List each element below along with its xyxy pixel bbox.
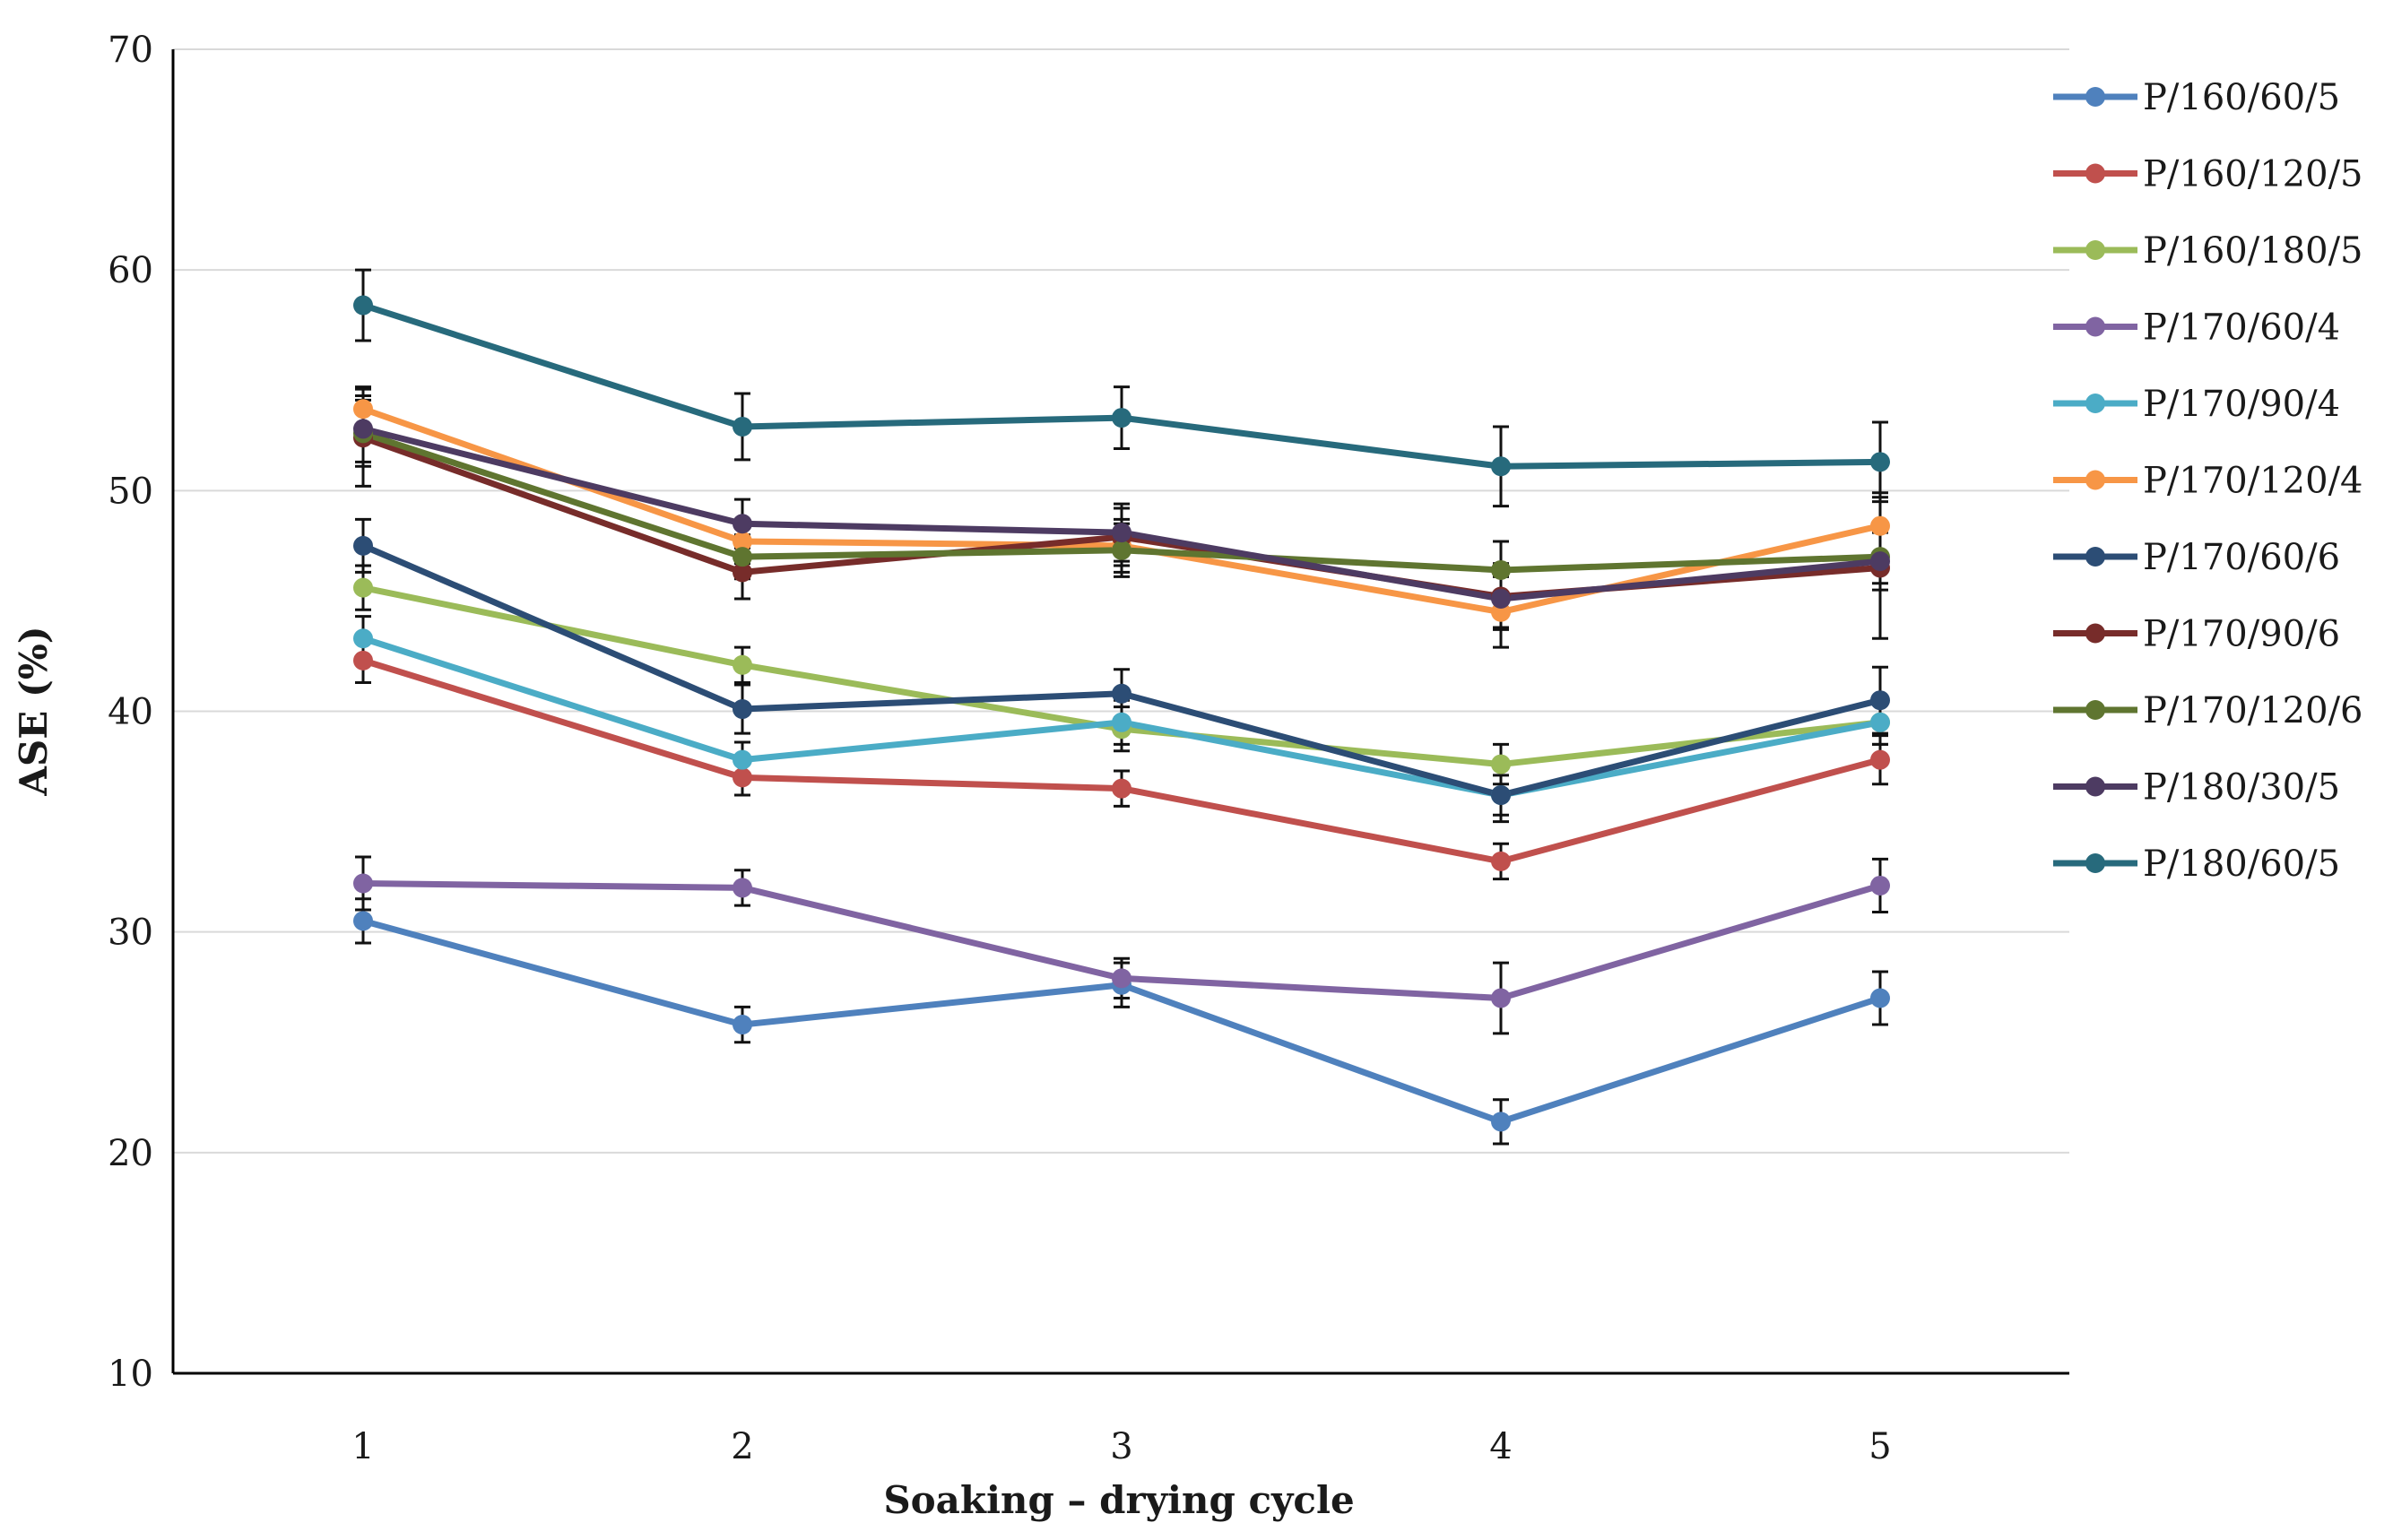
data-point-p-160-60-5-5 xyxy=(1870,988,1890,1008)
data-point-p-170-60-4-1 xyxy=(353,873,373,894)
data-point-p-180-60-5-1 xyxy=(353,295,373,316)
legend-label-p-170-120-6: P/170/120/6 xyxy=(2143,690,2363,731)
y-tick-label-50: 50 xyxy=(108,471,153,512)
data-point-p-170-90-4-3 xyxy=(1112,712,1131,732)
legend-marker-p-170-90-6 xyxy=(2085,623,2105,644)
data-point-p-170-60-4-4 xyxy=(1491,988,1511,1008)
y-tick-labels: 10 20 30 40 50 60 70 xyxy=(108,30,153,1395)
data-point-p-160-60-5-2 xyxy=(733,1015,752,1035)
y-tick-label-20: 20 xyxy=(108,1133,153,1174)
data-point-p-170-60-6-5 xyxy=(1870,690,1890,711)
legend-marker-p-170-60-4 xyxy=(2085,316,2105,337)
legend-label-p-180-60-5: P/180/60/5 xyxy=(2143,844,2340,885)
data-point-p-180-60-5-2 xyxy=(733,416,752,437)
legend-marker-p-160-120-5 xyxy=(2085,163,2105,184)
legend-label-p-170-60-4: P/170/60/4 xyxy=(2143,307,2340,349)
data-point-p-170-120-4-2 xyxy=(733,531,752,551)
data-point-p-180-60-5-5 xyxy=(1870,452,1890,472)
x-tick-label-1: 1 xyxy=(351,1426,374,1467)
data-point-p-160-120-5-4 xyxy=(1491,851,1511,871)
legend-label-p-180-30-5: P/180/30/5 xyxy=(2143,767,2340,809)
legend-marker-p-170-120-4 xyxy=(2085,470,2105,490)
x-tick-label-2: 2 xyxy=(731,1426,753,1467)
data-point-p-170-120-4-5 xyxy=(1870,515,1890,536)
y-tick-label-10: 10 xyxy=(108,1354,153,1395)
legend-label-p-170-90-6: P/170/90/6 xyxy=(2143,614,2340,655)
data-point-p-170-60-4-2 xyxy=(733,878,752,898)
data-point-p-170-90-4-5 xyxy=(1870,712,1890,732)
y-tick-label-30: 30 xyxy=(108,913,153,954)
data-point-p-170-60-4-5 xyxy=(1870,875,1890,895)
data-point-p-160-120-5-1 xyxy=(353,650,373,671)
y-tick-label-40: 40 xyxy=(108,692,153,733)
x-axis-title: Soaking – drying cycle xyxy=(883,1478,1354,1522)
data-point-p-160-60-5-1 xyxy=(353,911,373,931)
data-point-p-170-90-4-2 xyxy=(733,749,752,770)
data-point-p-180-30-5-1 xyxy=(353,419,373,439)
x-tick-labels: 1 2 3 4 5 xyxy=(351,1426,1891,1467)
data-point-p-160-180-5-1 xyxy=(353,577,373,598)
x-tick-label-3: 3 xyxy=(1110,1426,1132,1467)
legend-marker-p-180-30-5 xyxy=(2085,776,2105,797)
data-point-p-180-30-5-4 xyxy=(1491,588,1511,609)
data-point-p-170-120-6-2 xyxy=(733,547,752,567)
legend-label-p-170-120-4: P/170/120/4 xyxy=(2143,461,2363,502)
data-point-p-170-60-6-4 xyxy=(1491,785,1511,806)
data-point-p-170-90-4-1 xyxy=(353,628,373,649)
y-axis-title: ASE (%) xyxy=(12,626,56,796)
markers-layer xyxy=(353,295,1890,1132)
data-point-p-170-90-6-2 xyxy=(733,562,752,583)
legend-marker-p-180-60-5 xyxy=(2085,853,2105,873)
data-point-p-180-60-5-3 xyxy=(1112,408,1131,428)
data-point-p-170-60-6-1 xyxy=(353,535,373,556)
legend-label-p-160-120-5: P/160/120/5 xyxy=(2143,154,2363,195)
x-tick-label-4: 4 xyxy=(1489,1426,1512,1467)
data-point-p-180-30-5-5 xyxy=(1870,551,1890,572)
data-point-p-170-60-6-2 xyxy=(733,699,752,720)
data-point-p-160-180-5-4 xyxy=(1491,754,1511,774)
legend-marker-p-170-120-6 xyxy=(2085,700,2105,720)
y-tick-label-70: 70 xyxy=(108,30,153,71)
data-point-p-160-120-5-3 xyxy=(1112,778,1131,799)
legend-label-p-170-90-4: P/170/90/4 xyxy=(2143,384,2340,425)
data-point-p-180-30-5-3 xyxy=(1112,523,1131,543)
legend: P/160/60/5 P/160/120/5 P/160/180/5 P/170/60… xyxy=(2053,77,2363,885)
data-point-p-170-60-4-3 xyxy=(1112,968,1131,989)
legend-marker-p-160-180-5 xyxy=(2085,240,2105,260)
data-point-p-160-120-5-2 xyxy=(733,767,752,788)
data-point-p-170-120-6-4 xyxy=(1491,559,1511,580)
legend-label-p-160-60-5: P/160/60/5 xyxy=(2143,77,2340,118)
data-point-p-180-60-5-4 xyxy=(1491,456,1511,477)
x-tick-label-5: 5 xyxy=(1868,1426,1891,1467)
data-point-p-170-120-4-1 xyxy=(353,399,373,420)
legend-label-p-160-180-5: P/160/180/5 xyxy=(2143,230,2363,272)
data-point-p-160-60-5-4 xyxy=(1491,1112,1511,1132)
data-point-p-180-30-5-2 xyxy=(733,514,752,534)
legend-marker-p-170-90-4 xyxy=(2085,394,2105,413)
data-point-p-170-120-6-3 xyxy=(1112,540,1131,560)
data-point-p-160-120-5-5 xyxy=(1870,749,1890,770)
data-point-p-170-60-6-3 xyxy=(1112,683,1131,704)
data-point-p-160-180-5-2 xyxy=(733,654,752,675)
legend-label-p-170-60-6: P/170/60/6 xyxy=(2143,537,2340,578)
legend-marker-p-160-60-5 xyxy=(2085,87,2105,107)
y-tick-label-60: 60 xyxy=(108,250,153,291)
axes xyxy=(171,49,2069,1375)
legend-marker-p-170-60-6 xyxy=(2085,547,2105,567)
